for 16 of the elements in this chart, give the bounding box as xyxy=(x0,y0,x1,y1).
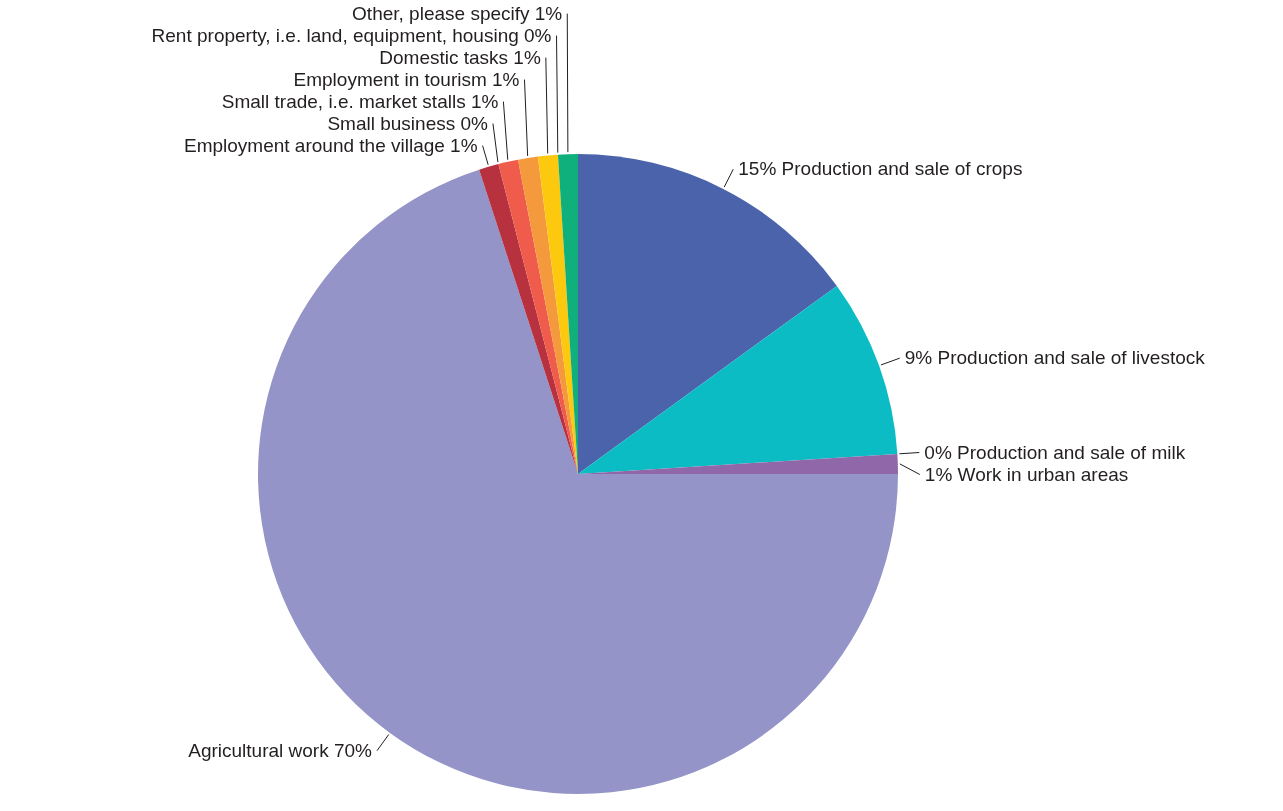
slice-label: Other, please specify 1% xyxy=(352,2,563,24)
pie-slice xyxy=(479,164,578,474)
slice-label: 1% Work in urban areas xyxy=(924,463,1129,485)
pie-slice xyxy=(518,156,578,474)
slice-label: Employment in tourism 1% xyxy=(293,68,520,90)
slice-label: Employment around the village 1% xyxy=(183,134,478,156)
slice-label: 9% Production and sale of livestock xyxy=(904,347,1206,369)
slice-label: Small trade, i.e. market stalls 1% xyxy=(221,90,499,112)
slice-label: Agricultural work 70% xyxy=(188,739,373,761)
category-label: Small business 0% xyxy=(327,112,488,134)
category-label: Rent property, i.e. land, equipment, housing 0% xyxy=(151,24,552,46)
legend-label: 0% Production and sale of milk xyxy=(924,441,1186,463)
pie-slice xyxy=(498,159,578,474)
slice-label: Domestic tasks 1% xyxy=(379,46,541,68)
slice-label: 15% Production and sale of crops xyxy=(738,158,1023,180)
pie-slice xyxy=(578,285,898,474)
